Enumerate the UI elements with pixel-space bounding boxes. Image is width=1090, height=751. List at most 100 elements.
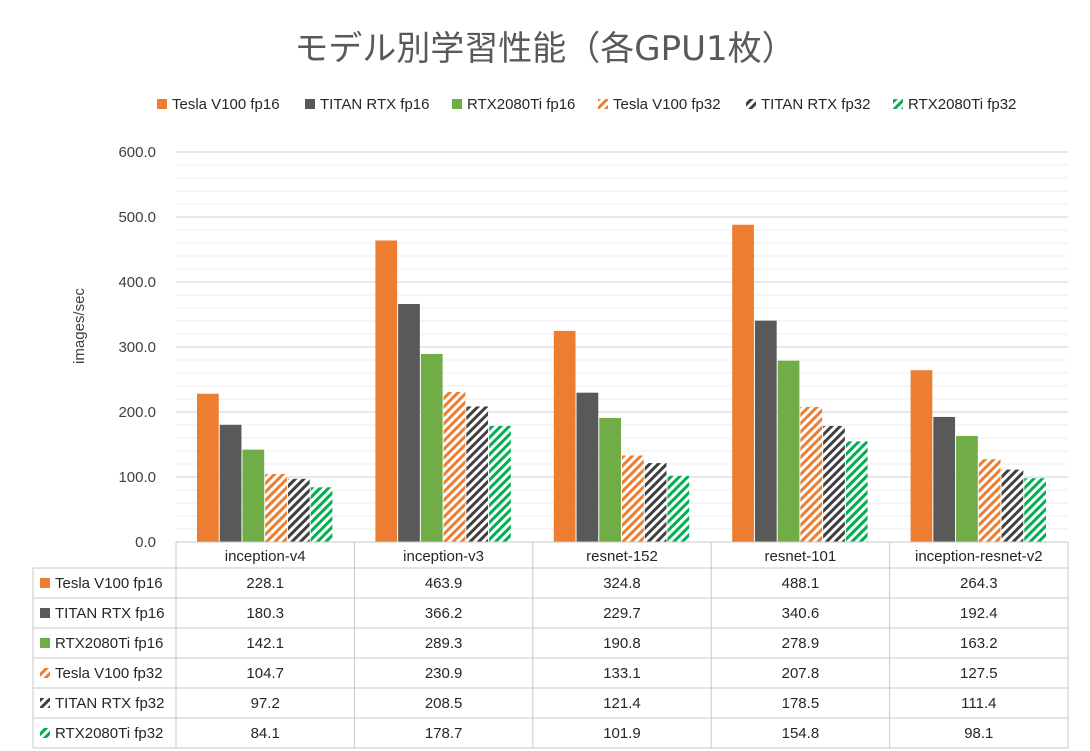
x-tick-label: resnet-101 <box>765 548 837 565</box>
legend-swatch <box>746 99 756 109</box>
bar-inception-resnet-v2-rtx2080ti-fp16 <box>956 435 978 542</box>
legend: Tesla V100 fp16 TITAN RTX fp16 RTX2080Ti f… <box>157 96 1016 113</box>
table-legend-swatch <box>40 698 50 708</box>
data-label: 97.2 <box>251 695 280 712</box>
y-tick-label: 500.0 <box>118 209 156 226</box>
data-label: 133.1 <box>603 665 641 682</box>
data-label: 192.4 <box>960 605 998 622</box>
data-label: 488.1 <box>782 575 820 592</box>
bar-resnet-152-tesla-v100-fp32 <box>622 455 644 542</box>
bar-inception-resnet-v2-titan-rtx-fp16 <box>933 416 956 542</box>
bar-inception-v4-tesla-v100-fp16 <box>197 393 219 542</box>
table-row-label: TITAN RTX fp16 <box>55 605 164 622</box>
legend-swatch <box>305 99 315 109</box>
data-label: 98.1 <box>964 725 993 742</box>
legend-label: Tesla V100 fp32 <box>613 96 721 113</box>
y-tick-label: 0.0 <box>135 534 156 551</box>
table-legend-swatch <box>40 578 50 588</box>
chart-title: モデル別学習性能（各GPU1枚） <box>294 29 795 69</box>
data-label: 340.6 <box>782 605 820 622</box>
bar-inception-resnet-v2-titan-rtx-fp32 <box>1001 469 1024 542</box>
bar-resnet-152-tesla-v100-fp16 <box>553 330 576 542</box>
legend-swatch <box>893 99 903 109</box>
data-label: 180.3 <box>246 605 284 622</box>
bar-inception-v3-rtx2080ti-fp32 <box>489 425 511 542</box>
table-row-label: RTX2080Ti fp32 <box>55 725 163 742</box>
table-row-label: RTX2080Ti fp16 <box>55 635 163 652</box>
data-label: 230.9 <box>425 665 463 682</box>
table-legend-swatch <box>40 608 50 618</box>
bar-inception-resnet-v2-tesla-v100-fp32 <box>978 459 1001 543</box>
data-label: 121.4 <box>603 695 641 712</box>
bar-inception-v3-rtx2080ti-fp16 <box>420 353 443 542</box>
bar-resnet-101-titan-rtx-fp32 <box>823 425 845 542</box>
table-row-label: Tesla V100 fp32 <box>55 665 163 682</box>
data-label: 178.5 <box>782 695 820 712</box>
bar-resnet-101-rtx2080ti-fp32 <box>845 441 868 542</box>
bar-inception-resnet-v2-tesla-v100-fp16 <box>910 370 933 542</box>
legend-label: RTX2080Ti fp16 <box>467 96 575 113</box>
y-tick-label: 300.0 <box>118 339 156 356</box>
data-label: 289.3 <box>425 635 463 652</box>
bar-inception-v4-rtx2080ti-fp32 <box>310 487 333 542</box>
table-legend-swatch <box>40 638 50 648</box>
data-label: 324.8 <box>603 575 641 592</box>
bar-resnet-101-tesla-v100-fp32 <box>800 406 823 542</box>
bar-resnet-152-rtx2080ti-fp16 <box>599 417 621 542</box>
data-label: 154.8 <box>782 725 820 742</box>
data-label: 178.7 <box>425 725 463 742</box>
bar-resnet-152-titan-rtx-fp32 <box>644 463 667 542</box>
legend-label: TITAN RTX fp16 <box>320 96 429 113</box>
legend-swatch <box>598 99 608 109</box>
y-tick-label: 100.0 <box>118 469 156 486</box>
y-axis: 0.0 100.0 200.0 300.0 400.0 500.0 600.0 <box>118 144 156 551</box>
legend-swatch <box>452 99 462 109</box>
bar-inception-v3-titan-rtx-fp32 <box>466 406 489 542</box>
table-legend-swatch <box>40 728 50 738</box>
bar-inception-v3-titan-rtx-fp16 <box>398 303 420 542</box>
data-label: 142.1 <box>246 635 284 652</box>
bars <box>197 224 1046 543</box>
table-row-label: Tesla V100 fp16 <box>55 575 163 592</box>
table-legend-swatch <box>40 668 50 678</box>
y-tick-label: 600.0 <box>118 144 156 161</box>
y-axis-label: images/sec <box>71 288 88 364</box>
x-tick-label: inception-resnet-v2 <box>915 548 1043 565</box>
bar-resnet-101-titan-rtx-fp16 <box>754 320 777 542</box>
data-label: 104.7 <box>246 665 284 682</box>
data-label: 163.2 <box>960 635 998 652</box>
data-label: 463.9 <box>425 575 463 592</box>
y-tick-label: 200.0 <box>118 404 156 421</box>
bar-inception-v3-tesla-v100-fp16 <box>375 240 398 542</box>
data-label: 366.2 <box>425 605 463 622</box>
data-label: 229.7 <box>603 605 641 622</box>
data-label: 101.9 <box>603 725 641 742</box>
bar-inception-resnet-v2-rtx2080ti-fp32 <box>1024 478 1046 542</box>
bar-inception-v4-rtx2080ti-fp16 <box>242 449 265 542</box>
legend-label: RTX2080Ti fp32 <box>908 96 1016 113</box>
data-label: 228.1 <box>246 575 284 592</box>
data-label: 84.1 <box>251 725 280 742</box>
x-tick-label: inception-v3 <box>403 548 484 565</box>
data-label: 111.4 <box>961 695 996 712</box>
x-tick-label: inception-v4 <box>225 548 306 565</box>
table-row-label: TITAN RTX fp32 <box>55 695 164 712</box>
bar-resnet-101-tesla-v100-fp16 <box>732 224 754 543</box>
data-label: 190.8 <box>603 635 641 652</box>
bar-resnet-152-rtx2080ti-fp32 <box>667 475 690 542</box>
bar-inception-v4-titan-rtx-fp16 <box>219 424 242 542</box>
data-table: inception-v4 inception-v3 resnet-152 resnet… <box>32 541 1069 749</box>
data-label: 127.5 <box>960 665 998 682</box>
bar-resnet-152-titan-rtx-fp16 <box>576 392 599 542</box>
x-tick-label: resnet-152 <box>586 548 658 565</box>
y-tick-label: 400.0 <box>118 274 156 291</box>
bar-inception-v4-titan-rtx-fp32 <box>287 478 310 542</box>
bar-inception-v4-tesla-v100-fp32 <box>265 473 287 542</box>
bar-inception-v3-tesla-v100-fp32 <box>443 391 466 542</box>
data-label: 207.8 <box>782 665 820 682</box>
bar-resnet-101-rtx2080ti-fp16 <box>777 360 800 542</box>
legend-label: Tesla V100 fp16 <box>172 96 280 113</box>
data-label: 278.9 <box>782 635 820 652</box>
